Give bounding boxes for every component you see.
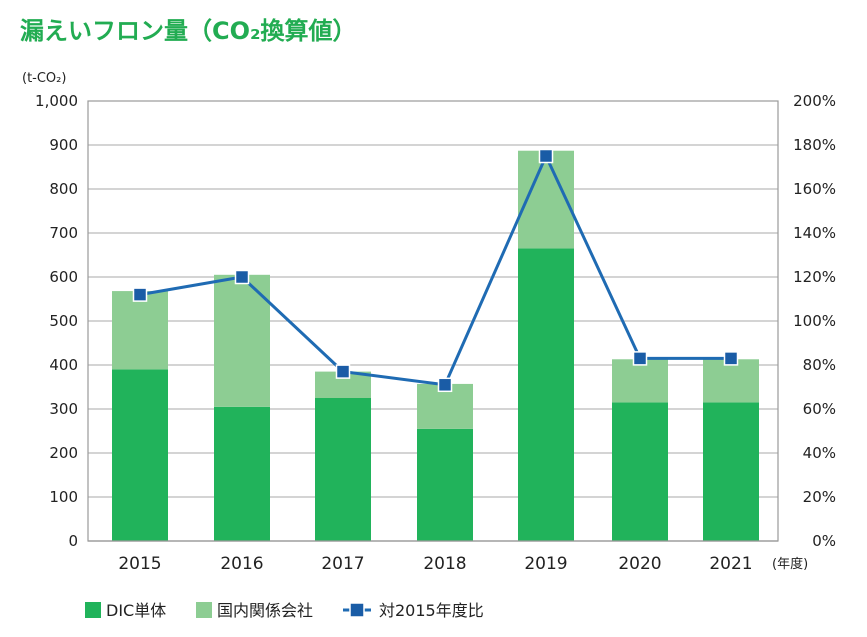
y-tick-label-300: 300 (49, 400, 78, 418)
bar-dic-2016 (214, 406, 270, 541)
bar-dic-2021 (703, 402, 759, 541)
ratio-marker-2021 (723, 351, 739, 366)
y-tick-label-800: 800 (49, 180, 78, 198)
y-tick-label-600: 600 (49, 268, 78, 286)
x-tick-label-2019: 2019 (524, 554, 567, 574)
y2-tick-label-40: 40% (803, 444, 836, 462)
x-tick-label-2020: 2020 (618, 554, 661, 574)
ratio-marker-2019 (538, 148, 554, 164)
y2-tick-label-0: 0% (812, 532, 836, 550)
legend-swatch-dic (85, 602, 101, 618)
plot-frame (87, 100, 779, 542)
y-tick-label-500: 500 (49, 312, 78, 330)
ratio-marker-2020 (632, 351, 648, 366)
y-tick-label-100: 100 (49, 488, 78, 506)
y2-tick-label-120: 120% (793, 268, 836, 286)
y2-tick-label-140: 140% (793, 224, 836, 242)
legend-label-dic: DIC単体 (106, 601, 166, 620)
y2-tick-label-200: 200% (793, 92, 836, 110)
y-tick-label-900: 900 (49, 136, 78, 154)
x-axis-unit-label: (年度) (772, 556, 808, 572)
y2-tick-label-80: 80% (803, 356, 836, 374)
x-tick-label-2017: 2017 (321, 554, 364, 574)
legend-marker-ratio (349, 602, 365, 618)
bar-dic-2015 (112, 369, 168, 541)
y-tick-label-700: 700 (49, 224, 78, 242)
y2-tick-label-100: 100% (793, 312, 836, 330)
ratio-marker-2017 (335, 364, 351, 379)
legend-label-ratio: 対2015年度比 (379, 601, 484, 620)
ratio-line-layer (132, 148, 739, 393)
legend-label-affiliates: 国内関係会社 (217, 601, 313, 620)
legend: DIC単体 国内関係会社 対2015年度比 (85, 601, 484, 620)
x-tick-label-2015: 2015 (118, 554, 161, 574)
bar-dic-2018 (417, 428, 473, 541)
bar-dic-2019 (518, 248, 574, 541)
y2-tick-label-20: 20% (803, 488, 836, 506)
y-tick-label-200: 200 (49, 444, 78, 462)
bars (112, 150, 759, 541)
chart-title: 漏えいフロン量（CO₂換算値） (20, 17, 357, 45)
y2-tick-label-180: 180% (793, 136, 836, 154)
bar-affiliates-2016 (214, 274, 270, 407)
bar-affiliates-2015 (112, 291, 168, 370)
bar-affiliates-2020 (612, 359, 668, 403)
axis-ticks: 0 100 200 300 400 500 600 700 800 900 1,000 0% 20% 40… (35, 92, 836, 574)
y-axis-unit-label: (t-CO₂) (22, 71, 66, 86)
ratio-marker-2015 (132, 287, 148, 302)
ratio-marker-2016 (234, 269, 250, 285)
x-tick-label-2016: 2016 (220, 554, 263, 574)
bar-dic-2017 (315, 398, 371, 541)
legend-swatch-affiliates (196, 602, 212, 618)
ratio-marker-2018 (437, 377, 453, 393)
y-tick-label-1000: 1,000 (35, 92, 78, 110)
y-tick-label-400: 400 (49, 356, 78, 374)
x-tick-label-2018: 2018 (423, 554, 466, 574)
y2-tick-label-160: 160% (793, 180, 836, 198)
bar-dic-2020 (612, 402, 668, 541)
bar-affiliates-2021 (703, 359, 759, 403)
y-tick-label-0: 0 (68, 532, 78, 550)
x-tick-label-2021: 2021 (709, 554, 752, 574)
y2-tick-label-60: 60% (803, 400, 836, 418)
